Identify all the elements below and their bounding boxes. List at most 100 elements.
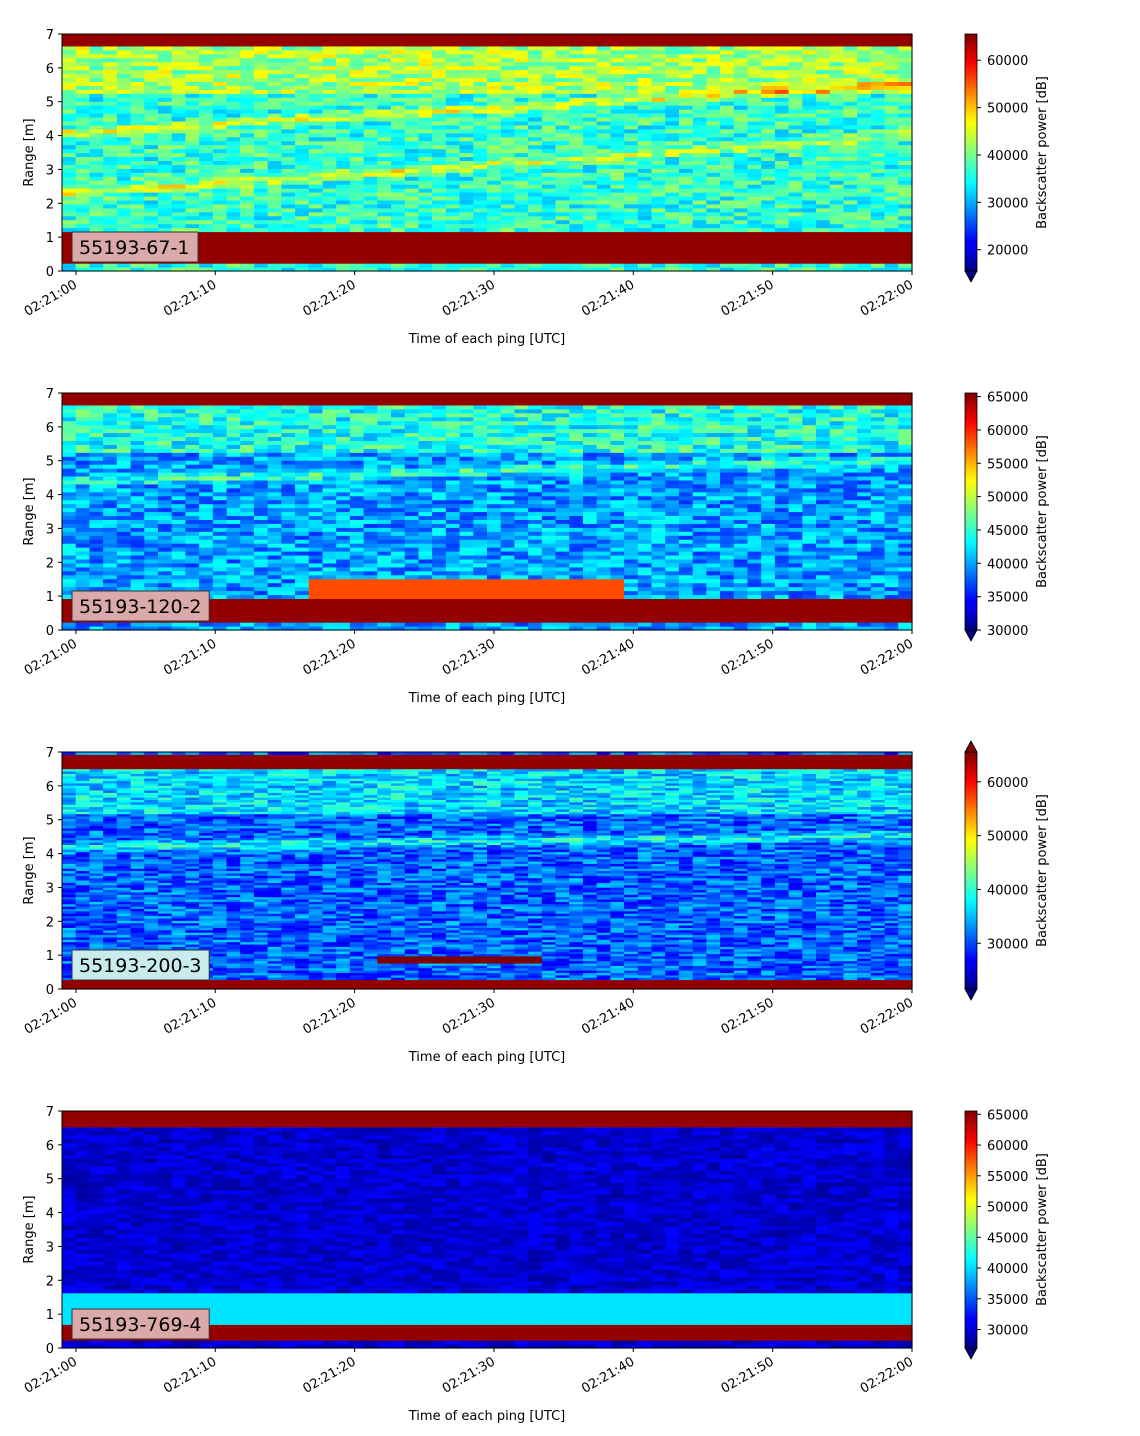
y-axis-label: Range [m] [22, 118, 37, 186]
x-tick-label: 02:22:00 [858, 636, 916, 678]
colorbar-tick-label: 50000 [987, 1201, 1028, 1216]
colorbar-tick-label: 65000 [987, 391, 1028, 406]
colorbar-tick-label: 40000 [987, 883, 1028, 898]
y-tick-label: 0 [46, 265, 54, 280]
x-tick-label: 02:21:10 [161, 1354, 219, 1396]
y-tick-label: 4 [46, 1207, 54, 1222]
colorbar-tick-label: 30000 [987, 196, 1028, 211]
colorbar: 30000 35000 40000 45000 50000 55000 60000 65000… [965, 391, 1050, 641]
instrument-label-text: 55193-67-1 [79, 237, 189, 259]
x-tick-label: 02:21:40 [579, 995, 637, 1037]
x-tick-label: 02:21:00 [22, 995, 80, 1037]
colorbar-tick-label: 60000 [987, 776, 1028, 791]
x-axis-label: Time of each ping [UTC] [408, 691, 566, 706]
x-tick-label: 02:21:30 [440, 277, 498, 319]
colorbar-gradient [965, 752, 977, 989]
x-tick-label: 02:21:00 [22, 277, 80, 319]
x-tick-label: 02:21:20 [301, 1354, 359, 1396]
y-tick-label: 1 [46, 1308, 54, 1323]
y-tick-label: 2 [46, 197, 54, 212]
colorbar-tick-label: 60000 [987, 54, 1028, 69]
colorbar-tick-label: 45000 [987, 524, 1028, 539]
x-tick-label: 02:22:00 [858, 995, 916, 1037]
x-tick-label: 02:21:00 [22, 636, 80, 678]
colorbar-tick-label: 45000 [987, 1231, 1028, 1246]
instrument-label: 55193-769-4 [72, 1309, 209, 1339]
colorbar-tick-label: 55000 [987, 457, 1028, 472]
colorbar: 30000 40000 50000 60000 Backscatter power [d… [965, 741, 1050, 1000]
x-tick-label: 02:21:20 [301, 636, 359, 678]
colorbar-tick-label: 65000 [987, 1108, 1028, 1123]
y-tick-label: 6 [46, 421, 54, 436]
colorbar-label: Backscatter power [dB] [1035, 435, 1050, 588]
colorbar-tick-label: 50000 [987, 491, 1028, 506]
colorbar: 20000 30000 40000 50000 60000 Backscatter pow… [965, 34, 1050, 282]
colorbar-tick-label: 30000 [987, 937, 1028, 952]
colorbar-extend-min [965, 989, 977, 1000]
colorbar-tick-label: 40000 [987, 149, 1028, 164]
y-tick-label: 2 [46, 1274, 54, 1289]
x-tick-label: 02:21:50 [719, 636, 777, 678]
x-tick-label: 02:21:10 [161, 995, 219, 1037]
colorbar-tick-label: 55000 [987, 1170, 1028, 1185]
x-axis-label: Time of each ping [UTC] [408, 1409, 566, 1424]
x-tick-label: 02:21:20 [301, 995, 359, 1037]
colorbar-tick-label: 30000 [987, 624, 1028, 639]
colorbar-tick-label: 40000 [987, 557, 1028, 572]
y-tick-label: 4 [46, 489, 54, 504]
y-tick-label: 3 [46, 163, 54, 178]
x-axis-label: Time of each ping [UTC] [408, 332, 566, 347]
colorbar-tick-label: 50000 [987, 102, 1028, 117]
y-tick-label: 4 [46, 130, 54, 145]
colorbar-gradient [965, 1111, 977, 1348]
y-tick-label: 7 [46, 387, 54, 402]
instrument-label: 55193-120-2 [72, 591, 209, 621]
y-tick-label: 0 [46, 983, 54, 998]
colorbar-label: Backscatter power [dB] [1035, 794, 1050, 947]
x-tick-label: 02:21:20 [301, 277, 359, 319]
colorbar-tick-label: 60000 [987, 1139, 1028, 1154]
y-tick-label: 5 [46, 814, 54, 829]
colorbar-tick-label: 35000 [987, 1293, 1028, 1308]
y-tick-label: 7 [46, 746, 54, 761]
x-tick-label: 02:21:40 [579, 277, 637, 319]
colorbar: 3000035000400004500050000550006000065000… [965, 1108, 1050, 1359]
colorbar-gradient [965, 393, 977, 630]
y-tick-label: 3 [46, 522, 54, 537]
instrument-label-text: 55193-769-4 [79, 1314, 202, 1336]
instrument-label-text: 55193-120-2 [79, 596, 202, 618]
x-tick-label: 02:22:00 [858, 1354, 916, 1396]
colorbar-tick-label: 40000 [987, 1262, 1028, 1277]
colorbar-label: Backscatter power [dB] [1035, 76, 1050, 229]
y-tick-label: 0 [46, 1342, 54, 1357]
colorbar-tick-label: 35000 [987, 591, 1028, 606]
colorbar-tick-label: 60000 [987, 424, 1028, 439]
colorbar-label: Backscatter power [dB] [1035, 1153, 1050, 1306]
x-tick-label: 02:21:10 [161, 636, 219, 678]
y-tick-label: 3 [46, 881, 54, 896]
y-tick-label: 1 [46, 949, 54, 964]
y-axis-label: Range [m] [22, 836, 37, 904]
y-tick-label: 2 [46, 556, 54, 571]
y-tick-label: 5 [46, 1173, 54, 1188]
colorbar-tick-label: 20000 [987, 244, 1028, 259]
y-tick-label: 5 [46, 96, 54, 111]
y-tick-label: 4 [46, 848, 54, 863]
colorbar-extend-min [965, 1348, 977, 1359]
y-tick-label: 6 [46, 62, 54, 77]
y-tick-label: 1 [46, 590, 54, 605]
instrument-label: 55193-67-1 [72, 232, 198, 262]
x-tick-label: 02:21:50 [719, 1354, 777, 1396]
colorbar-tick-label: 50000 [987, 830, 1028, 845]
y-tick-label: 7 [46, 1105, 54, 1120]
y-tick-label: 5 [46, 455, 54, 470]
x-tick-label: 02:21:30 [440, 995, 498, 1037]
colorbar-extend-max [965, 741, 977, 752]
x-tick-label: 02:21:30 [440, 636, 498, 678]
colorbar-extend-min [965, 271, 977, 282]
